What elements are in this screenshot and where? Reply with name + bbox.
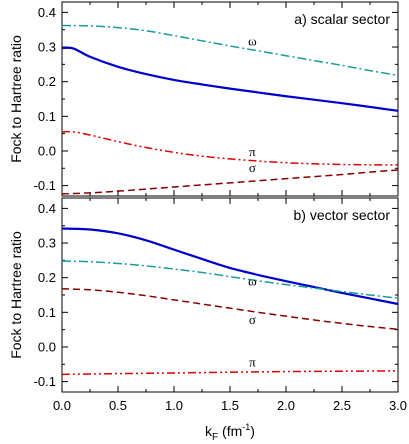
x-tick-label: 0.5 [109, 398, 127, 413]
panel-a-scalar-sector: -0.1 0.0 0.1 0.2 0.3 0.4 ω πσ a) scalar sector [34, 1, 399, 197]
y-tick-label: 0.1 [38, 305, 56, 320]
y-tick-label: 0.4 [38, 5, 56, 20]
panel-a-curve-3 [61, 169, 399, 195]
y-tick-label: 0.4 [38, 201, 56, 216]
x-tick-label: 3.0 [389, 398, 407, 413]
panel-a-curve-label-1: π [249, 144, 256, 159]
panel-b-y-axis-title: Fock to Hartree ratio [8, 231, 24, 359]
panel-a-ticks: -0.1 0.0 0.1 0.2 0.3 0.4 [34, 2, 399, 196]
panel-a-y-axis-title: Fock to Hartree ratio [8, 35, 24, 163]
panel-a-curve-label-0: ω [248, 33, 257, 48]
panel-b-curve-2 [61, 288, 399, 331]
y-tick-label: 0.1 [38, 109, 56, 124]
panel-a-curves [61, 24, 399, 195]
panel-b-vector-sector: -0.1 0.0 0.1 0.2 0.3 0.4 0.0 0.5 1.0 1.5 2.0 2.5 3.0… [34, 197, 407, 413]
panel-a-curve-0 [61, 24, 399, 77]
panel-b-curves [61, 227, 399, 376]
panel-b-ticks: -0.1 0.0 0.1 0.2 0.3 0.4 0.0 0.5 1.0 1.5 2.0 2.5 3.0 [34, 198, 407, 413]
x-axis-title-close: ) [250, 423, 255, 439]
panel-b-curve-1 [61, 260, 399, 299]
panel-a-curve-label-2: σ [249, 160, 256, 175]
y-tick-label: 0.3 [38, 40, 56, 55]
panel-b-annotations: ω σ π [248, 274, 257, 370]
y-tick-label: 0.0 [38, 339, 56, 354]
y-tick-label: 0.3 [38, 236, 56, 251]
panel-a-annotations: ω πσ [248, 33, 257, 174]
x-tick-label: 1.0 [165, 398, 183, 413]
panel-b-curve-label-2: π [249, 354, 256, 369]
panel-b-curve-label-1: σ [249, 312, 256, 327]
x-tick-label: 0.0 [53, 398, 71, 413]
panel-a-curve-1 [61, 46, 399, 112]
x-tick-label: 2.0 [277, 398, 295, 413]
x-tick-label: 2.5 [333, 398, 351, 413]
y-tick-label: -0.1 [34, 178, 56, 193]
x-axis-title-exponent: -1 [242, 422, 250, 432]
panel-a-curve-2 [61, 130, 399, 166]
x-axis-title: kF (fm-1) [205, 422, 255, 443]
y-tick-label: 0.0 [38, 143, 56, 158]
y-tick-label: 0.2 [38, 270, 56, 285]
x-tick-label: 1.5 [221, 398, 239, 413]
panel-b-curve-3 [61, 370, 399, 376]
panel-a-title: a) scalar sector [294, 11, 390, 27]
y-tick-label: -0.1 [34, 374, 56, 389]
x-axis-title-k: k [205, 423, 213, 439]
y-tick-label: 0.2 [38, 74, 56, 89]
panel-a-frame [61, 1, 399, 197]
panel-b-title: b) vector sector [294, 207, 391, 223]
x-axis-title-subscript: F [212, 432, 218, 443]
panel-b-curve-0 [61, 227, 399, 306]
panel-b-curve-label-0: ω [248, 274, 257, 289]
x-axis-title-unit: (fm [218, 423, 242, 439]
